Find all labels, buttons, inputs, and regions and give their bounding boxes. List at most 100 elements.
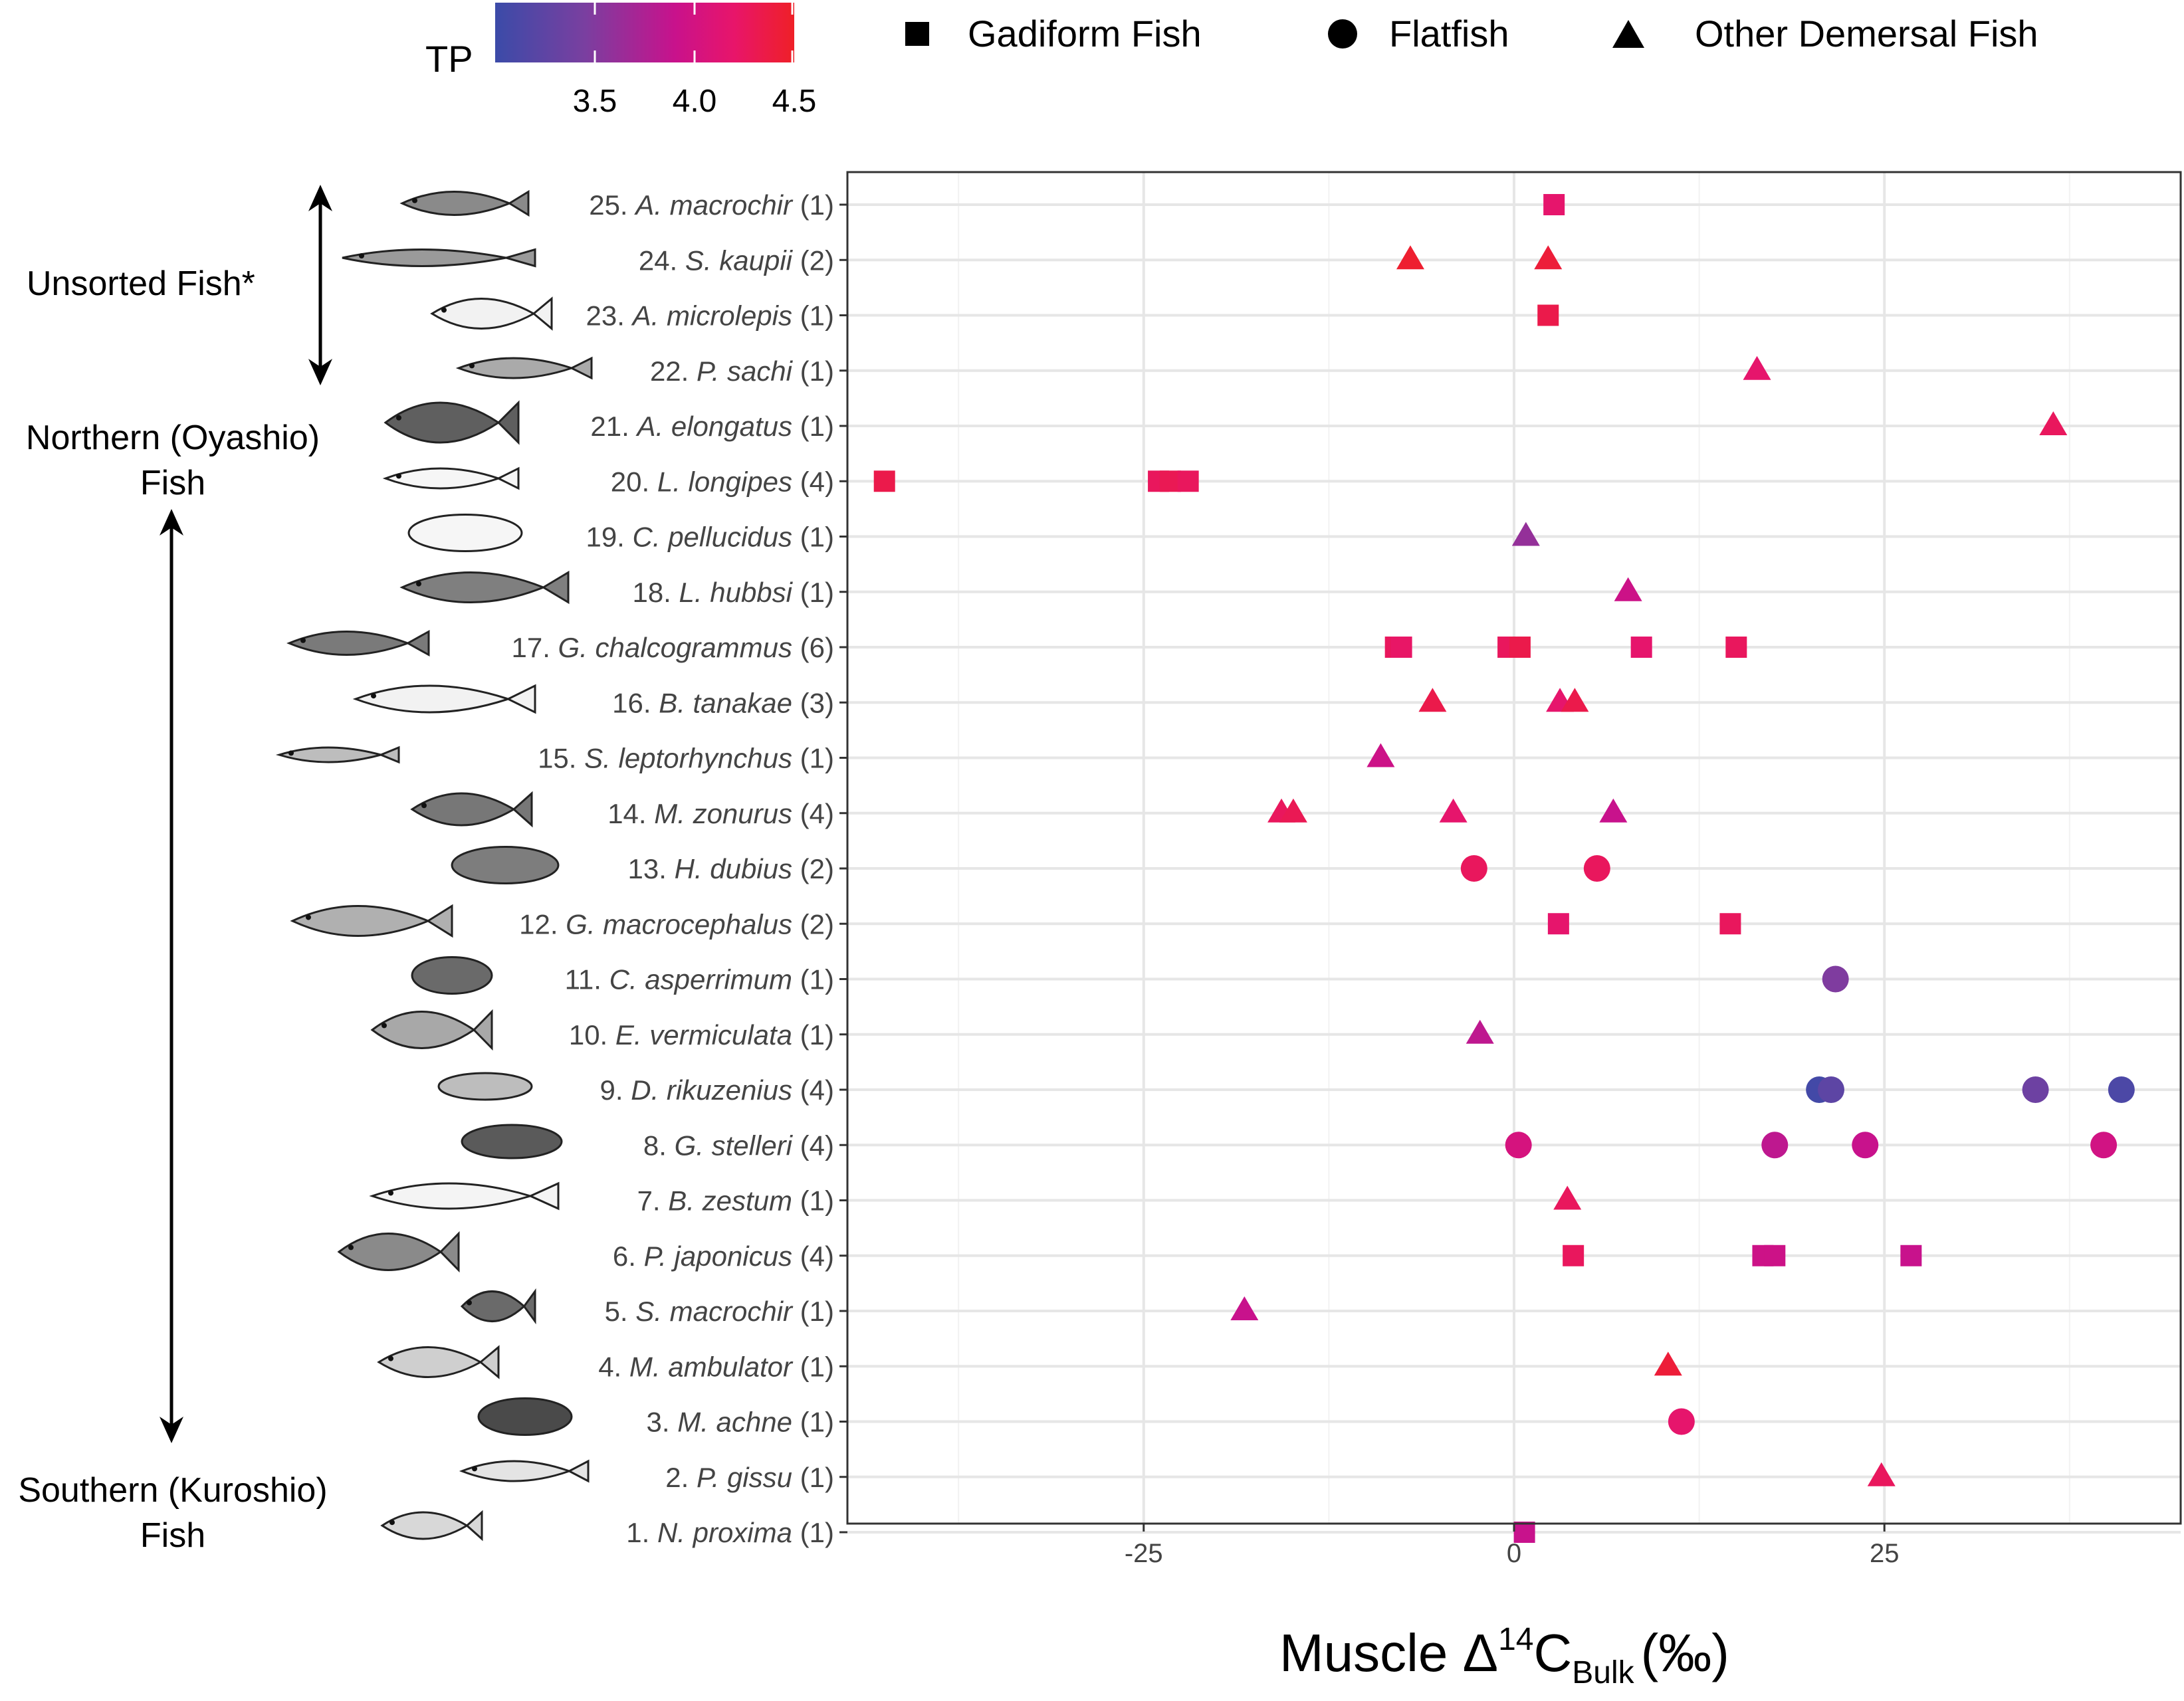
species-label: 7. B. zestum (1) [637, 1185, 834, 1217]
data-point-square [1563, 1245, 1584, 1266]
grid-major-x [1142, 172, 1886, 1524]
species-label: 24. S. kaupii (2) [639, 245, 834, 276]
fish-icon [382, 466, 520, 490]
fish-eye-icon [412, 197, 417, 203]
species-label: 22. P. sachi (1) [650, 355, 834, 387]
species-label: 21. A. elongatus (1) [590, 411, 834, 442]
fish-eye-icon [300, 637, 306, 643]
data-point-triangle [1466, 1019, 1494, 1044]
colorbar-tick-label: 4.0 [673, 84, 717, 119]
fish-icon [455, 356, 593, 380]
data-point-circle [1852, 1132, 1879, 1159]
species-label: 6. P. japonicus (4) [613, 1241, 834, 1272]
data-point-circle [1505, 1132, 1532, 1159]
fish-icon [383, 400, 520, 445]
fish-icon [399, 189, 530, 217]
data-point-triangle [1511, 522, 1540, 546]
legend-label-flatfish: Flatfish [1389, 13, 1509, 54]
species-label: 3. M. achne (1) [647, 1407, 834, 1438]
data-point-square [1725, 637, 1747, 658]
species-label: 25. A. macrochir (1) [589, 189, 834, 221]
data-point-square [1513, 1522, 1535, 1543]
x-tick-label: 0 [1507, 1539, 1521, 1568]
group-label-southern-fish: Fish [140, 1516, 205, 1555]
fish-eye-icon [389, 1520, 395, 1526]
fish-icon [477, 1397, 573, 1436]
arrow-up-icon [308, 185, 332, 211]
data-point-circle [2108, 1076, 2135, 1103]
group-label-northern: Northern (Oyashio) [26, 419, 320, 457]
data-point-triangle [1553, 1185, 1582, 1210]
data-point-circle [1817, 1076, 1844, 1103]
legend-square-icon [905, 22, 929, 46]
fish-icon [380, 1510, 483, 1542]
data-point-square [1764, 1245, 1786, 1266]
species-label: 23. A. microlepis (1) [586, 300, 834, 332]
data-point-circle [1460, 855, 1487, 882]
data-point-square [1390, 637, 1412, 658]
data-point-circle [1583, 855, 1610, 882]
legend-label-other: Other Demersal Fish [1695, 13, 2038, 54]
data-point-square [1543, 194, 1565, 215]
data-point-square [1537, 304, 1559, 326]
fish-icon [411, 956, 493, 995]
data-point-circle [1822, 965, 1849, 993]
species-label: 12. G. macrocephalus (2) [519, 908, 834, 940]
fish-icon [437, 1072, 533, 1101]
fish-icon [370, 1009, 493, 1051]
colorbar-tick-label: 3.5 [573, 84, 617, 119]
group-annotations: Unsorted Fish* Northern (Oyashio) Fish S… [18, 185, 332, 1555]
data-point-triangle [1743, 355, 1771, 380]
group-label-unsorted: Unsorted Fish* [27, 264, 255, 303]
fish-icon [430, 296, 553, 331]
fish-icon [286, 629, 430, 657]
data-point-triangle [1279, 798, 1307, 823]
data-point-square [1547, 913, 1569, 935]
grid-minor-x [958, 172, 2070, 1524]
data-point-circle [1761, 1132, 1789, 1159]
data-point-square [1719, 913, 1741, 935]
fish-icon [451, 846, 560, 884]
species-label: 10. E. vermiculata (1) [569, 1019, 834, 1051]
species-label: 18. L. hubbsi (1) [632, 577, 834, 608]
species-label: 17. G. chalcogrammus (6) [511, 632, 834, 663]
colorbar-gradient [495, 3, 794, 62]
legend-circle-icon [1328, 19, 1357, 49]
fish-eye-icon [396, 415, 401, 421]
fish-eye-icon [382, 1023, 387, 1029]
species-label: 1. N. proxima (1) [626, 1517, 834, 1548]
data-point-triangle [1614, 577, 1642, 601]
fish-icon [399, 570, 570, 605]
data-point-square [1900, 1245, 1922, 1266]
fish-illustrations [275, 189, 593, 1542]
grid-major-y [847, 203, 2181, 1534]
species-label: 13. H. dubius (2) [628, 853, 835, 884]
arrow-up-icon [160, 509, 183, 536]
species-label: 11. C. asperrimum (1) [565, 964, 834, 995]
fish-icon [460, 1288, 536, 1325]
fish-icon [369, 1181, 560, 1211]
fish-eye-icon [371, 693, 376, 699]
fish-icon [352, 684, 536, 714]
fish-icon [410, 791, 533, 828]
data-point-triangle [1439, 798, 1468, 823]
arrow-down-icon [308, 359, 332, 385]
data-point-triangle [1654, 1351, 1682, 1376]
fish-icon [290, 904, 453, 938]
data-point-triangle [1230, 1296, 1259, 1320]
data-point-circle [2090, 1132, 2118, 1159]
group-label-southern: Southern (Kuroshio) [18, 1471, 327, 1510]
species-label: 20. L. longipes (4) [611, 466, 834, 497]
species-label: 14. M. zonurus (4) [607, 798, 834, 829]
fish-eye-icon [306, 914, 311, 920]
data-point-triangle [1561, 688, 1589, 712]
legend-label-gadiform: Gadiform Fish [968, 13, 1202, 54]
data-point-square [1177, 470, 1199, 492]
species-label: 15. S. leptorhynchus (1) [538, 743, 834, 774]
species-label: 2. P. gissu (1) [665, 1462, 834, 1493]
fish-eye-icon [388, 1190, 393, 1196]
fish-eye-icon [396, 473, 401, 479]
species-label: 19. C. pellucidus (1) [586, 522, 834, 553]
x-tick-label: -25 [1125, 1539, 1163, 1568]
